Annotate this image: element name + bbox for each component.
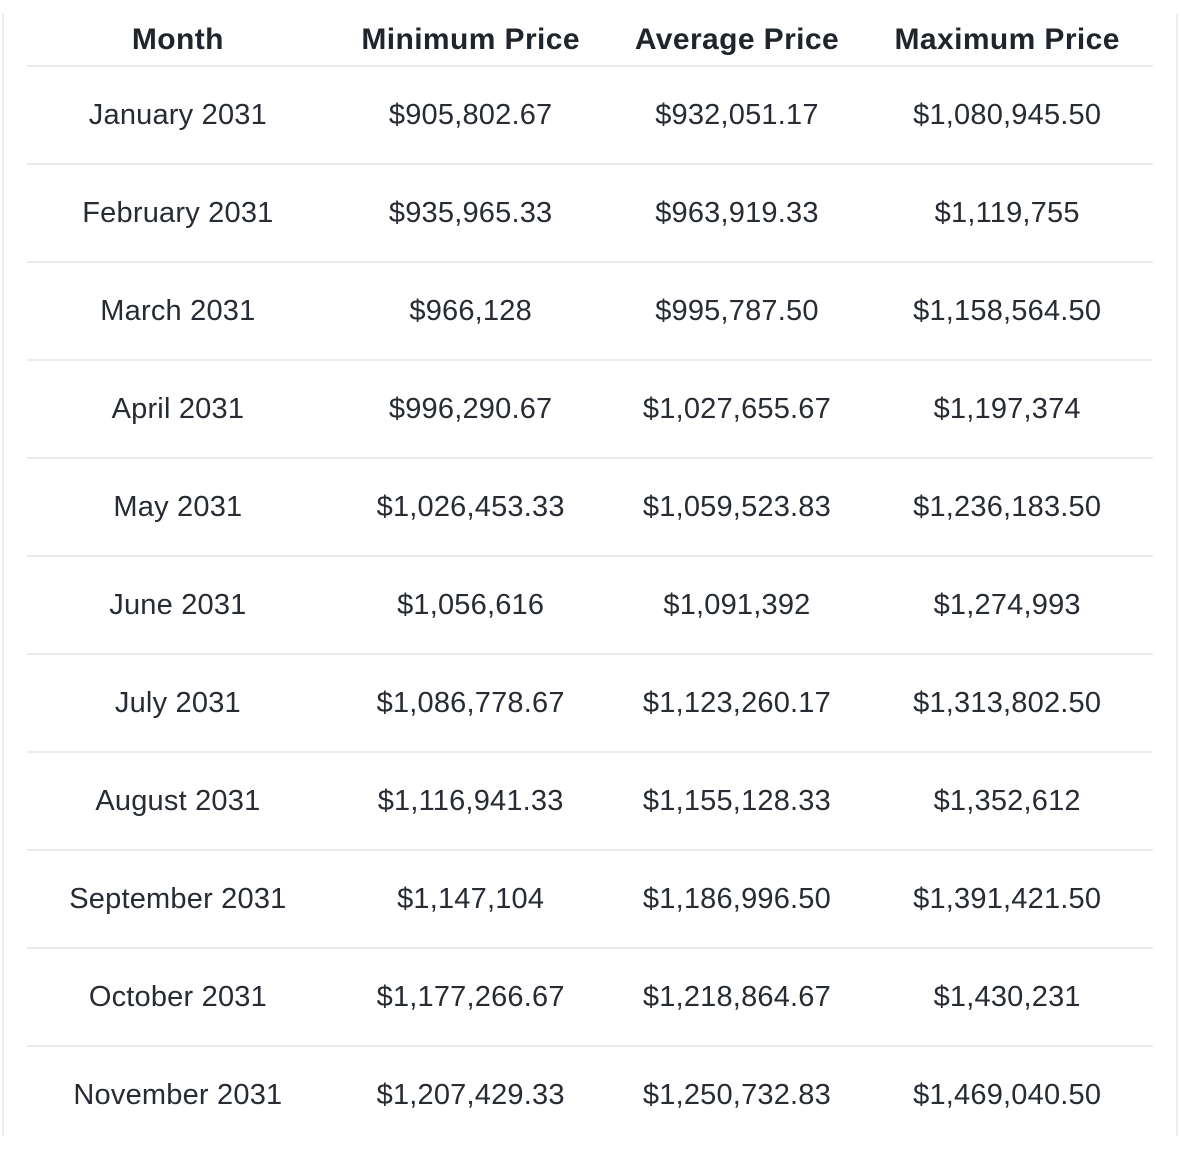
table-row: November 2031 $1,207,429.33 $1,250,732.8… bbox=[27, 1045, 1153, 1136]
min-price-cell: $1,086,778.67 bbox=[328, 653, 613, 752]
max-price-cell: $1,158,564.50 bbox=[861, 261, 1153, 360]
avg-price-cell: $995,787.50 bbox=[612, 261, 862, 360]
month-cell: November 2031 bbox=[27, 1045, 329, 1136]
avg-price-cell: $1,091,392 bbox=[612, 555, 862, 654]
table-row: July 2031 $1,086,778.67 $1,123,260.17 $1… bbox=[27, 653, 1153, 752]
column-header-month: Month bbox=[27, 14, 329, 67]
max-price-cell: $1,469,040.50 bbox=[861, 1045, 1153, 1136]
table-row: August 2031 $1,116,941.33 $1,155,128.33 … bbox=[27, 751, 1153, 850]
min-price-cell: $1,116,941.33 bbox=[328, 751, 613, 850]
month-cell: September 2031 bbox=[27, 849, 329, 948]
min-price-cell: $996,290.67 bbox=[328, 359, 613, 458]
price-forecast-table: Month Minimum Price Average Price Maximu… bbox=[27, 14, 1153, 1136]
max-price-cell: $1,080,945.50 bbox=[913, 98, 1102, 131]
max-price-cell: $1,352,612 bbox=[861, 751, 1153, 850]
min-price-cell: $1,026,453.33 bbox=[328, 457, 613, 556]
avg-price-cell: $1,059,523.83 bbox=[612, 457, 862, 556]
column-header-maximum-price: Maximum Price bbox=[861, 14, 1153, 67]
max-price-cell: $1,391,421.50 bbox=[861, 849, 1153, 948]
avg-price-cell: $1,218,864.67 bbox=[612, 947, 862, 1046]
max-price-cell: $1,313,802.50 bbox=[861, 653, 1153, 752]
min-price-cell: $1,207,429.33 bbox=[328, 1045, 613, 1136]
month-cell: March 2031 bbox=[27, 261, 329, 360]
avg-price-cell: $963,919.33 bbox=[612, 163, 862, 262]
table-row: May 2031 $1,026,453.33 $1,059,523.83 $1,… bbox=[27, 457, 1153, 556]
min-price-cell: $935,965.33 bbox=[328, 163, 613, 262]
min-price-cell: $1,177,266.67 bbox=[328, 947, 613, 1046]
max-price-cell: $1,274,993 bbox=[861, 555, 1153, 654]
avg-price-cell: $1,250,732.83 bbox=[612, 1045, 862, 1136]
max-price-cell: $1,119,755 bbox=[861, 163, 1153, 262]
table-row: June 2031 $1,056,616 $1,091,392 $1,274,9… bbox=[27, 555, 1153, 654]
table-row: September 2031 $1,147,104 $1,186,996.50 … bbox=[27, 849, 1153, 948]
month-cell: August 2031 bbox=[27, 751, 329, 850]
avg-price-cell: $1,186,996.50 bbox=[612, 849, 862, 948]
min-price-cell: $905,802.67 bbox=[388, 98, 553, 131]
max-price-cell: $1,430,231 bbox=[861, 947, 1153, 1046]
table-row: March 2031 $966,128 $995,787.50 $1,158,5… bbox=[27, 261, 1153, 360]
avg-price-cell: $932,051.17 bbox=[655, 98, 819, 131]
month-cell: June 2031 bbox=[27, 555, 329, 654]
column-header-average-price: Average Price bbox=[612, 14, 862, 67]
min-price-cell: $1,056,616 bbox=[328, 555, 613, 654]
table-row: October 2031 $1,177,266.67 $1,218,864.67… bbox=[27, 947, 1153, 1046]
max-price-cell: $1,236,183.50 bbox=[861, 457, 1153, 556]
month-cell: April 2031 bbox=[27, 359, 329, 458]
min-price-cell: $1,147,104 bbox=[328, 849, 613, 948]
month-cell: October 2031 bbox=[27, 947, 329, 1046]
month-cell: February 2031 bbox=[27, 163, 329, 262]
table-row: April 2031 $996,290.67 $1,027,655.67 $1,… bbox=[27, 359, 1153, 458]
column-header-minimum-price: Minimum Price bbox=[328, 14, 613, 67]
header-row: Month Minimum Price Average Price Maximu… bbox=[27, 14, 1153, 67]
avg-price-cell: $1,155,128.33 bbox=[612, 751, 862, 850]
price-table-container: Month Minimum Price Average Price Maximu… bbox=[2, 14, 1178, 1136]
table-row: January 2031 $905,802.67 $932,051.17 $1,… bbox=[27, 66, 1153, 164]
avg-price-cell: $1,027,655.67 bbox=[612, 359, 862, 458]
min-price-cell: $966,128 bbox=[328, 261, 613, 360]
month-cell: July 2031 bbox=[27, 653, 329, 752]
month-cell: May 2031 bbox=[27, 457, 329, 556]
month-cell: January 2031 bbox=[88, 98, 267, 131]
avg-price-cell: $1,123,260.17 bbox=[612, 653, 862, 752]
max-price-cell: $1,197,374 bbox=[861, 359, 1153, 458]
table-body: January 2031 $905,802.67 $932,051.17 $1,… bbox=[27, 66, 1153, 1136]
table-header: Month Minimum Price Average Price Maximu… bbox=[27, 14, 1153, 67]
table-row: February 2031 $935,965.33 $963,919.33 $1… bbox=[27, 163, 1153, 262]
